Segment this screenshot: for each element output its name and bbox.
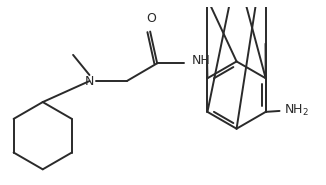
Text: N: N	[85, 75, 94, 88]
Text: O: O	[146, 12, 156, 26]
Text: NH: NH	[192, 54, 211, 68]
Text: NH$_2$: NH$_2$	[284, 102, 309, 117]
